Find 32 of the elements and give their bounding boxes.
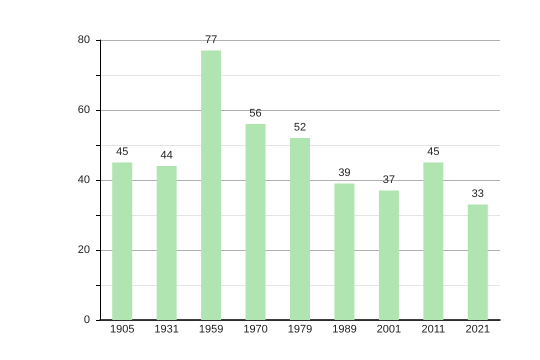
bar <box>201 50 222 320</box>
x-tick-label: 2001 <box>376 324 402 336</box>
y-tick-label: 0 <box>84 314 90 326</box>
x-tick-label: 1970 <box>243 324 268 336</box>
bar <box>378 190 399 320</box>
data-label: 56 <box>249 108 262 120</box>
x-tick-label: 1931 <box>154 324 179 336</box>
data-label: 39 <box>338 167 351 179</box>
x-tick-label: 2011 <box>422 324 446 336</box>
x-tick-label: 1959 <box>198 324 224 336</box>
bar <box>156 166 177 320</box>
data-label: 45 <box>116 146 128 158</box>
bar <box>290 138 310 320</box>
data-label: 33 <box>472 188 484 200</box>
bar <box>468 204 488 320</box>
data-label: 77 <box>204 34 218 46</box>
data-label: 52 <box>294 122 306 134</box>
bar <box>334 184 354 320</box>
y-tick-label: 60 <box>78 104 90 116</box>
data-label: 45 <box>427 146 440 158</box>
x-tick-label: 2021 <box>466 324 490 336</box>
bar <box>423 162 444 320</box>
bar <box>112 162 132 320</box>
x-tick-label: 1905 <box>110 324 134 336</box>
data-label: 37 <box>382 174 396 186</box>
x-tick-label: 1979 <box>288 324 312 336</box>
bar <box>246 124 266 320</box>
data-label: 44 <box>160 150 173 162</box>
y-tick-label: 80 <box>78 34 90 46</box>
x-tick-label: 1989 <box>332 324 357 336</box>
y-tick-label: 40 <box>78 174 90 186</box>
y-tick-label: 20 <box>78 244 90 256</box>
